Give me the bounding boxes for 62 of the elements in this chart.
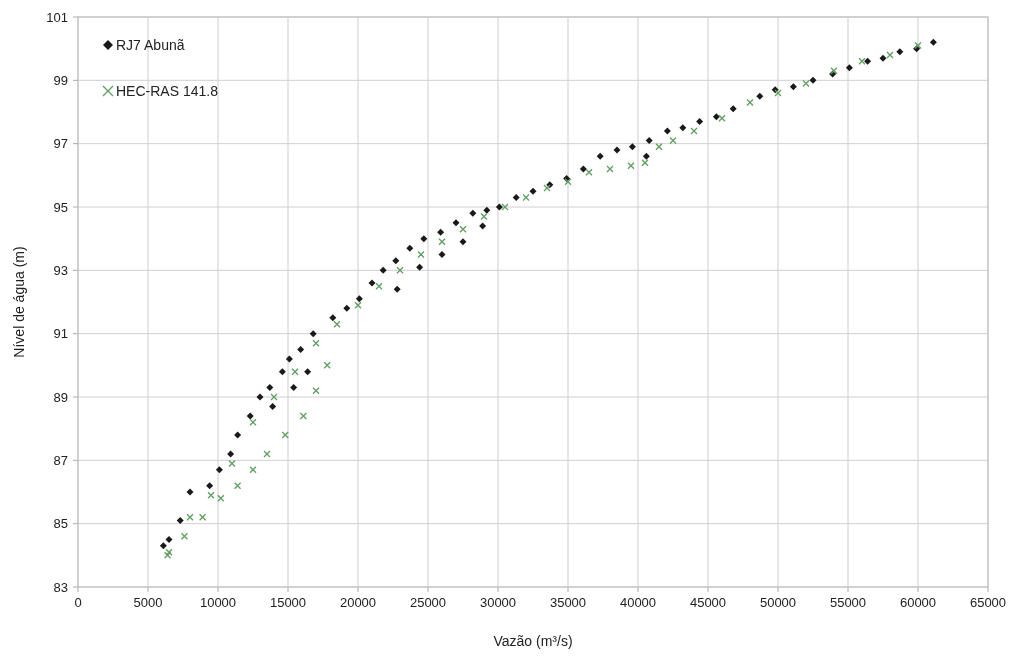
- point: [375, 282, 383, 290]
- x-tick-label: 0: [74, 595, 82, 610]
- x-tick-label: 20000: [339, 595, 377, 610]
- y-tick-label: 91: [53, 326, 68, 342]
- point: [480, 212, 488, 221]
- point: [291, 368, 299, 376]
- point: [459, 225, 467, 233]
- point: [180, 532, 189, 540]
- y-tick-label: 99: [53, 72, 68, 88]
- point: [281, 431, 289, 439]
- x-tick-label: 25000: [409, 595, 447, 610]
- y-tick-label: 97: [53, 136, 68, 152]
- point: [417, 250, 425, 259]
- y-tick-label: 87: [53, 452, 68, 468]
- point: [914, 41, 922, 50]
- x-tick-label: 40000: [619, 595, 657, 610]
- point: [438, 238, 446, 246]
- x-tick-label: 35000: [549, 595, 587, 610]
- x-axis-title: Vazão (m³/s): [493, 633, 573, 649]
- point: [207, 491, 215, 499]
- x-tick-label: 65000: [969, 595, 1007, 610]
- x-tick-label: 50000: [759, 595, 797, 610]
- point: [746, 98, 754, 107]
- x-tick-label: 10000: [199, 595, 237, 610]
- x-tick-label: 55000: [829, 595, 867, 610]
- point: [249, 418, 257, 426]
- point: [323, 361, 331, 369]
- point: [585, 168, 593, 176]
- point: [217, 494, 225, 502]
- y-tick-label: 85: [53, 516, 68, 532]
- point: [312, 339, 320, 347]
- point: [669, 136, 677, 145]
- point: [249, 466, 257, 474]
- y-tick-label: 95: [53, 199, 68, 215]
- y-tick-label: 89: [53, 389, 68, 405]
- point: [858, 57, 866, 65]
- point: [354, 301, 362, 309]
- x-tick-label: 5000: [133, 595, 163, 610]
- point: [655, 143, 663, 151]
- y-tick-label: 83: [53, 579, 68, 595]
- legend-label: HEC-RAS 141.8: [116, 83, 219, 99]
- point: [522, 193, 530, 202]
- point: [627, 162, 635, 170]
- y-tick-label: 93: [53, 262, 68, 278]
- point: [186, 513, 194, 521]
- point: [333, 320, 341, 328]
- legend-label: RJ7 Abunã: [116, 37, 185, 53]
- point: [299, 412, 308, 420]
- point: [802, 79, 810, 88]
- point: [396, 266, 404, 274]
- point: [718, 114, 726, 122]
- point: [228, 459, 236, 468]
- x-tick-label: 30000: [479, 595, 517, 610]
- x-tick-label: 15000: [269, 595, 307, 610]
- y-axis-title: Nível de água (m): [11, 246, 27, 358]
- point: [198, 513, 207, 521]
- x-tick-label: 60000: [899, 595, 937, 610]
- point: [564, 178, 572, 186]
- point: [641, 159, 649, 167]
- x-tick-label: 45000: [689, 595, 727, 610]
- point: [312, 387, 320, 395]
- y-tick-label: 101: [46, 9, 68, 25]
